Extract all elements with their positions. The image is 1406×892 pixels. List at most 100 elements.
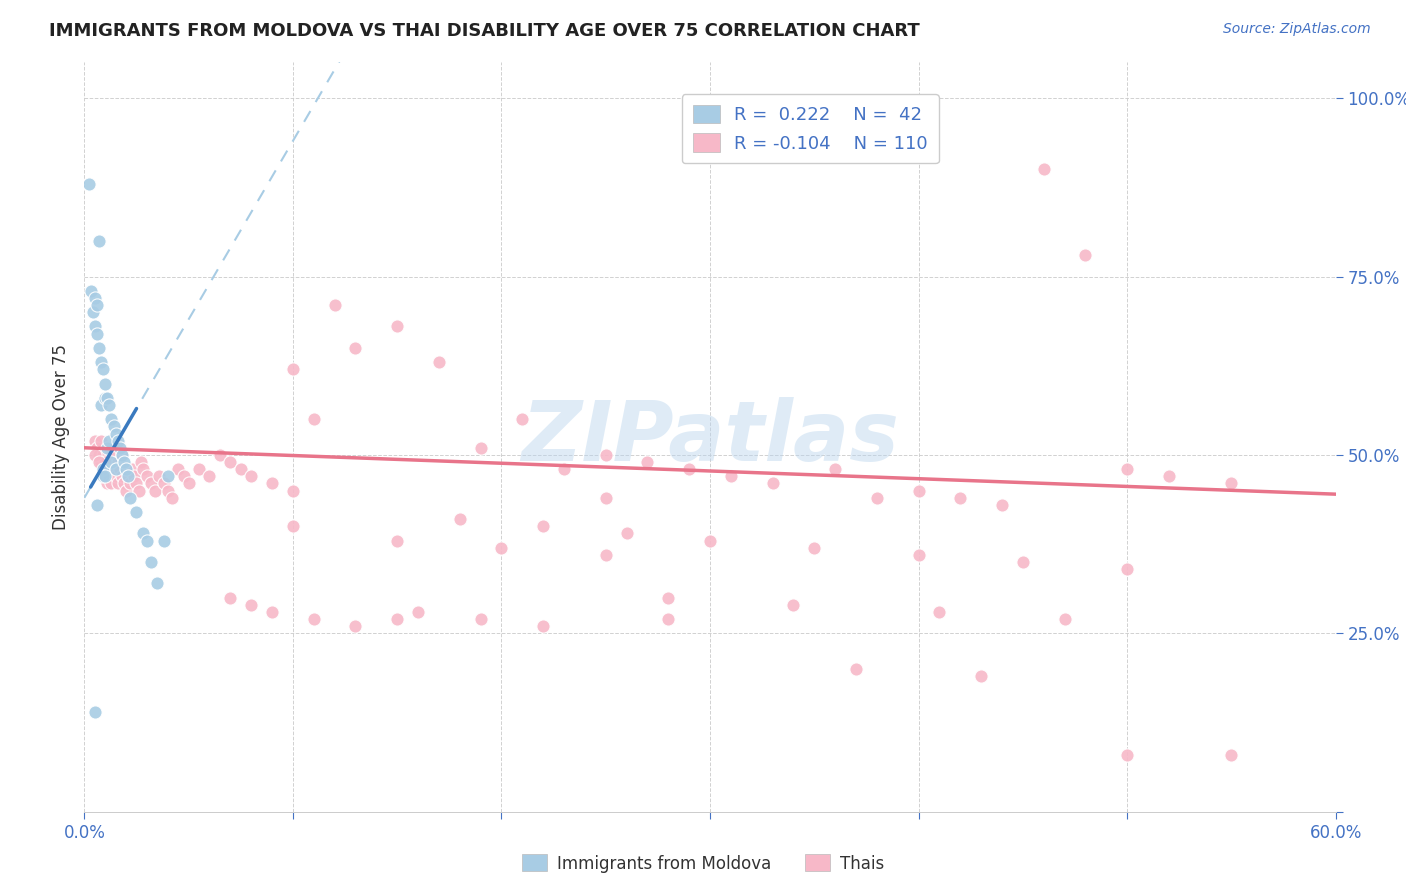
Point bbox=[98, 441, 121, 455]
Point bbox=[83, 705, 105, 719]
Point bbox=[262, 605, 284, 619]
Point bbox=[139, 476, 162, 491]
Point bbox=[281, 483, 304, 498]
Point bbox=[803, 541, 825, 555]
Point bbox=[117, 469, 139, 483]
Point bbox=[112, 455, 135, 469]
Point bbox=[108, 462, 131, 476]
Point bbox=[595, 448, 617, 462]
Point bbox=[146, 576, 169, 591]
Point bbox=[103, 419, 125, 434]
Point bbox=[117, 469, 139, 483]
Point bbox=[156, 469, 179, 483]
Point bbox=[449, 512, 471, 526]
Point bbox=[219, 455, 242, 469]
Point bbox=[1116, 462, 1139, 476]
Point bbox=[1074, 248, 1097, 262]
Point bbox=[107, 476, 129, 491]
Point bbox=[762, 476, 785, 491]
Point bbox=[845, 662, 868, 676]
Point bbox=[104, 462, 127, 476]
Point bbox=[79, 284, 101, 298]
Point bbox=[83, 319, 105, 334]
Point bbox=[595, 548, 617, 562]
Point bbox=[94, 376, 117, 391]
Point bbox=[616, 526, 638, 541]
Point bbox=[782, 598, 804, 612]
Point bbox=[90, 398, 112, 412]
Point bbox=[907, 548, 929, 562]
Point bbox=[100, 455, 122, 469]
Point bbox=[104, 469, 127, 483]
Point bbox=[87, 448, 110, 462]
Point bbox=[240, 469, 263, 483]
Point bbox=[124, 469, 146, 483]
Point bbox=[87, 341, 110, 355]
Point bbox=[136, 469, 159, 483]
Point bbox=[208, 448, 231, 462]
Point bbox=[949, 491, 972, 505]
Point bbox=[87, 234, 110, 248]
Point bbox=[143, 483, 166, 498]
Point bbox=[108, 441, 131, 455]
Point bbox=[121, 462, 143, 476]
Point bbox=[139, 555, 162, 569]
Point bbox=[385, 319, 409, 334]
Point bbox=[90, 434, 112, 448]
Point bbox=[86, 441, 108, 455]
Point bbox=[91, 362, 114, 376]
Point bbox=[928, 605, 950, 619]
Point bbox=[90, 455, 112, 469]
Point bbox=[657, 591, 679, 605]
Point bbox=[90, 355, 112, 369]
Point bbox=[115, 462, 138, 476]
Point bbox=[262, 476, 284, 491]
Point bbox=[188, 462, 211, 476]
Point bbox=[595, 491, 617, 505]
Point bbox=[120, 491, 142, 505]
Point bbox=[96, 476, 118, 491]
Point bbox=[323, 298, 346, 312]
Point bbox=[77, 177, 100, 191]
Text: Source: ZipAtlas.com: Source: ZipAtlas.com bbox=[1223, 22, 1371, 37]
Point bbox=[98, 398, 121, 412]
Point bbox=[83, 291, 105, 305]
Point bbox=[1220, 747, 1243, 762]
Point bbox=[96, 391, 118, 405]
Point bbox=[281, 519, 304, 533]
Point bbox=[100, 412, 122, 426]
Point bbox=[94, 469, 117, 483]
Point bbox=[406, 605, 429, 619]
Point bbox=[107, 434, 129, 448]
Point bbox=[86, 298, 108, 312]
Point bbox=[491, 541, 513, 555]
Point bbox=[657, 612, 679, 626]
Point bbox=[281, 362, 304, 376]
Point bbox=[1157, 469, 1180, 483]
Point bbox=[167, 462, 190, 476]
Point bbox=[198, 469, 221, 483]
Point bbox=[385, 612, 409, 626]
Text: ZIPatlas: ZIPatlas bbox=[522, 397, 898, 477]
Point bbox=[177, 476, 200, 491]
Point bbox=[156, 483, 179, 498]
Point bbox=[512, 412, 534, 426]
Point bbox=[344, 341, 367, 355]
Point bbox=[720, 469, 742, 483]
Point bbox=[824, 462, 846, 476]
Point bbox=[125, 505, 148, 519]
Point bbox=[531, 519, 554, 533]
Point bbox=[100, 476, 122, 491]
Text: IMMIGRANTS FROM MOLDOVA VS THAI DISABILITY AGE OVER 75 CORRELATION CHART: IMMIGRANTS FROM MOLDOVA VS THAI DISABILI… bbox=[49, 22, 920, 40]
Point bbox=[1116, 747, 1139, 762]
Point bbox=[111, 469, 134, 483]
Point bbox=[531, 619, 554, 633]
Point bbox=[107, 455, 129, 469]
Y-axis label: Disability Age Over 75: Disability Age Over 75 bbox=[52, 344, 70, 530]
Point bbox=[91, 462, 114, 476]
Point bbox=[104, 448, 127, 462]
Point bbox=[115, 483, 138, 498]
Point bbox=[866, 491, 889, 505]
Point bbox=[115, 462, 138, 476]
Point bbox=[94, 455, 117, 469]
